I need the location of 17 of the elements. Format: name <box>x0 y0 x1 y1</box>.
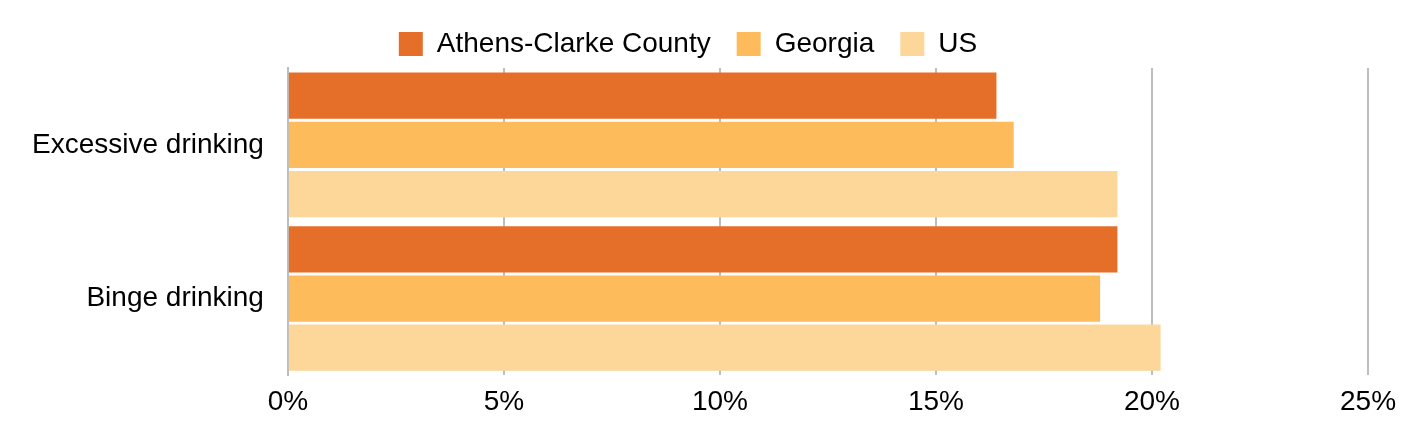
y-tick-label: Excessive drinking <box>32 127 264 159</box>
x-tick-label: 10% <box>691 384 748 416</box>
y-tick-label: Binge drinking <box>86 281 264 313</box>
legend-label: Athens-Clarke County <box>436 26 711 58</box>
bar <box>288 72 997 119</box>
legend-label: Georgia <box>774 26 875 58</box>
bar <box>288 226 1118 273</box>
bar <box>288 170 1118 218</box>
x-tick-label: 5% <box>483 384 525 416</box>
x-tick-label: 20% <box>1123 384 1180 416</box>
x-tick-label: 0% <box>267 384 309 416</box>
legend-label: US <box>938 26 978 58</box>
bar <box>288 324 1161 371</box>
x-tick-label: 15% <box>907 384 964 416</box>
bar <box>288 275 1101 322</box>
x-tick-label: 25% <box>1339 384 1397 416</box>
bar <box>288 121 1014 168</box>
